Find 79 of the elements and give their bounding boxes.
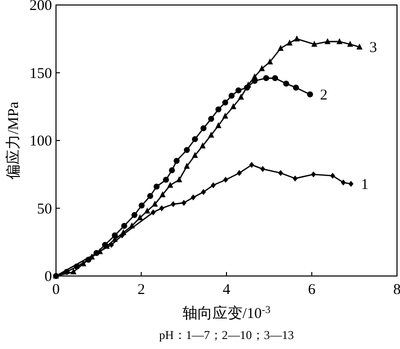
point xyxy=(236,170,242,176)
point xyxy=(292,84,299,91)
y-tick-label: 150 xyxy=(30,66,52,82)
point xyxy=(307,91,314,98)
point xyxy=(283,80,290,87)
point xyxy=(238,94,244,100)
point xyxy=(252,73,258,80)
point xyxy=(200,142,206,148)
y-tick-label: 50 xyxy=(37,201,52,218)
point xyxy=(278,170,284,176)
point xyxy=(272,75,278,82)
point xyxy=(150,209,156,216)
point xyxy=(208,132,214,138)
point xyxy=(310,171,316,178)
x-axis-title: 轴向应变/10$^{-3}$ xyxy=(182,304,270,322)
point xyxy=(260,166,266,172)
point xyxy=(121,222,128,229)
point xyxy=(190,194,196,200)
x-tick-label: 6 xyxy=(308,282,316,298)
series-label: 2 xyxy=(320,87,328,104)
y-tick-label: 200 xyxy=(30,0,52,14)
y-axis-title: 偏应力/MPa xyxy=(5,101,22,180)
point xyxy=(347,40,354,47)
point xyxy=(340,180,346,186)
point xyxy=(258,65,265,72)
point xyxy=(159,205,164,212)
point xyxy=(144,207,150,214)
point xyxy=(235,87,242,94)
point xyxy=(131,212,138,218)
point xyxy=(138,202,145,209)
point xyxy=(356,44,362,50)
point xyxy=(249,162,254,168)
text: pH：1—7；2—10；3—13 xyxy=(159,328,294,342)
point xyxy=(228,92,235,99)
point xyxy=(200,188,206,195)
point xyxy=(170,201,176,208)
point xyxy=(181,200,186,206)
point xyxy=(263,75,270,82)
y-tick-label: 100 xyxy=(30,134,52,150)
point xyxy=(230,103,236,110)
point xyxy=(348,180,354,187)
point xyxy=(184,146,190,153)
series-label: 3 xyxy=(369,40,377,56)
point xyxy=(162,176,169,183)
x-tick-label: 8 xyxy=(393,282,400,298)
point xyxy=(152,200,158,207)
point xyxy=(222,112,228,119)
point xyxy=(215,106,222,112)
point xyxy=(184,162,190,169)
point xyxy=(167,182,174,188)
point xyxy=(136,214,143,220)
point xyxy=(292,175,298,182)
y-tick-label: 0 xyxy=(44,269,52,285)
point xyxy=(147,193,154,200)
point xyxy=(174,158,180,164)
point xyxy=(336,38,342,44)
point xyxy=(330,172,336,179)
point xyxy=(294,35,300,42)
point xyxy=(278,44,284,51)
point xyxy=(160,191,166,198)
point xyxy=(324,38,331,44)
point xyxy=(154,184,160,190)
point xyxy=(215,122,222,128)
point xyxy=(286,39,293,46)
point xyxy=(311,40,318,47)
point xyxy=(200,125,206,132)
series-label: 1 xyxy=(360,176,368,193)
point xyxy=(168,167,175,174)
point xyxy=(176,176,182,182)
point xyxy=(70,268,76,274)
point xyxy=(210,182,216,188)
point xyxy=(222,100,228,106)
point xyxy=(223,176,228,183)
x-tick-label: 2 xyxy=(138,282,145,298)
point xyxy=(208,116,214,122)
point xyxy=(128,222,135,228)
point xyxy=(192,152,198,158)
point xyxy=(192,136,198,142)
x-tick-label: 4 xyxy=(222,282,231,298)
